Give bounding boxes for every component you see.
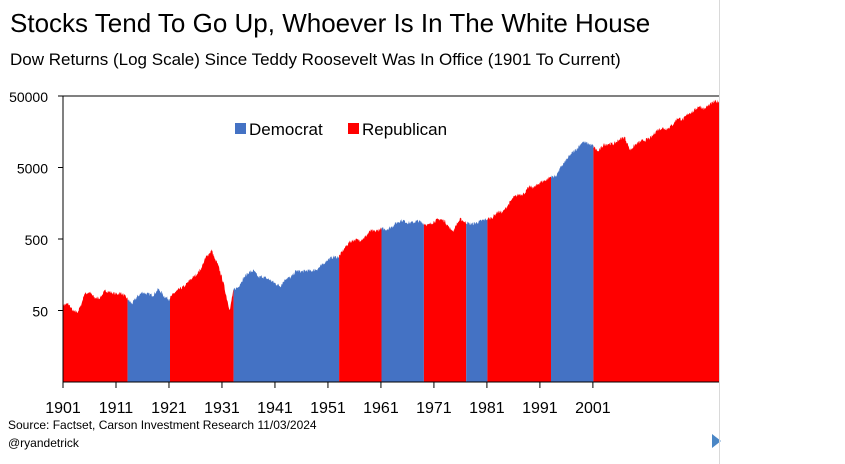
- area-segment-democrat-3: [233, 255, 340, 382]
- y-tick-label: 5000: [17, 161, 48, 177]
- area-segment-republican-0: [63, 289, 128, 382]
- area-segment-democrat-7: [466, 217, 488, 382]
- area-segment-republican-10: [593, 99, 719, 382]
- chart-title: Stocks Tend To Go Up, Whoever Is In The …: [10, 8, 651, 38]
- x-tick-label: 1921: [151, 400, 187, 417]
- x-tick-label: 1981: [469, 400, 505, 417]
- x-tick-label: 1991: [522, 400, 558, 417]
- author-handle: @ryandetrick: [8, 436, 79, 450]
- legend-label-republican: Republican: [362, 120, 447, 139]
- play-icon: [712, 434, 721, 448]
- x-tick-label: 1971: [416, 400, 452, 417]
- x-tick-label: 1951: [310, 400, 346, 417]
- area-segment-democrat-9: [551, 141, 594, 382]
- y-tick-label: 50000: [9, 89, 48, 105]
- area-segment-republican-6: [423, 217, 467, 382]
- chart-subtitle: Dow Returns (Log Scale) Since Teddy Roos…: [10, 50, 621, 69]
- y-tick-label: 500: [25, 232, 49, 248]
- x-tick-label: 1901: [45, 400, 81, 417]
- legend-swatch-republican: [348, 123, 359, 134]
- x-tick-label: 1961: [363, 400, 399, 417]
- x-tick-label: 1911: [99, 400, 134, 417]
- source-note: Source: Factset, Carson Investment Resea…: [8, 418, 317, 432]
- area-segment-republican-2: [170, 249, 234, 382]
- legend-label-democrat: Democrat: [249, 120, 323, 139]
- area-segment-democrat-5: [381, 218, 424, 382]
- y-tick-label: 50: [32, 304, 48, 320]
- x-tick-label: 1931: [204, 400, 240, 417]
- area-segment-republican-4: [339, 227, 382, 382]
- x-tick-label: 2001: [575, 400, 611, 417]
- legend-swatch-democrat: [235, 123, 246, 134]
- area-segment-republican-8: [487, 176, 551, 382]
- x-tick-label: 1941: [257, 400, 293, 417]
- frame-edge: [719, 0, 720, 464]
- area-segment-democrat-1: [127, 287, 170, 382]
